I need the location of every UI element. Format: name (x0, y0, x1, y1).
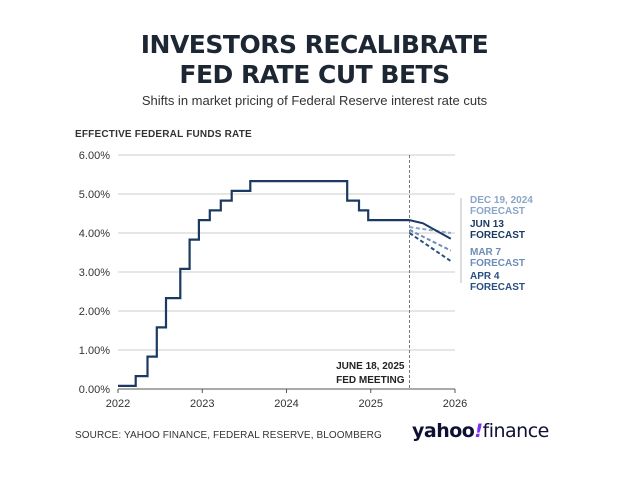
title-line-2: FED RATE CUT BETS (179, 60, 450, 89)
logo-bang: ! (474, 420, 483, 442)
legend-entry-label: FORECAST (470, 206, 525, 217)
y-tick-label: 3.00% (79, 267, 110, 279)
legend-entry-name: MAR 7 (470, 247, 502, 258)
y-tick-label: 2.00% (79, 306, 110, 318)
annotation-date: JUNE 18, 2025 (336, 361, 405, 372)
legend-entry-name: DEC 19, 2024 (470, 195, 533, 206)
chart-title: INVESTORS RECALIBRATE FED RATE CUT BETS (0, 30, 629, 90)
x-tick-label: 2026 (443, 398, 467, 410)
title-line-1: INVESTORS RECALIBRATE (140, 30, 489, 59)
forecast-series-line (409, 219, 452, 240)
y-tick-label: 4.00% (79, 228, 110, 240)
y-axis-label: EFFECTIVE FEDERAL FUNDS RATE (75, 129, 252, 140)
x-tick-label: 2022 (106, 398, 130, 410)
x-tick-label: 2025 (359, 398, 383, 410)
x-tick-label: 2024 (274, 398, 298, 410)
legend-entry-label: FORECAST (470, 230, 525, 241)
logo-yahoo: yahoo (412, 420, 475, 442)
forecast-series-line (409, 226, 451, 234)
legend-entry-label: FORECAST (470, 258, 525, 269)
x-tick-label: 2023 (190, 398, 214, 410)
yahoo-finance-logo: yahoo!finance (412, 420, 549, 442)
history-series-line (118, 180, 410, 387)
source-note: SOURCE: YAHOO FINANCE, FEDERAL RESERVE, … (75, 430, 382, 441)
logo-finance: finance (482, 420, 550, 442)
chart-subtitle: Shifts in market pricing of Federal Rese… (141, 93, 488, 108)
annotation-label: FED MEETING (336, 375, 405, 386)
forecast-series-line (408, 232, 452, 262)
legend-entry-name: APR 4 (470, 271, 500, 282)
y-tick-label: 6.00% (79, 150, 110, 162)
forecast-series-line (409, 229, 452, 252)
y-tick-label: 1.00% (79, 345, 110, 357)
legend-entry-name: JUN 13 (470, 219, 504, 230)
legend-entry-label: FORECAST (470, 282, 525, 293)
y-tick-label: 5.00% (79, 189, 110, 201)
y-tick-label: 0.00% (79, 384, 110, 396)
